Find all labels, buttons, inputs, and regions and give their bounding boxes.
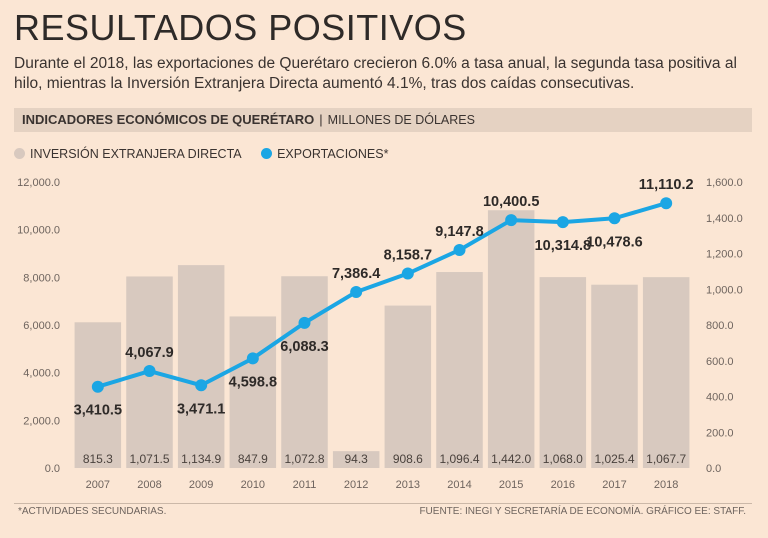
bar-ied-2015	[487, 210, 535, 468]
page-title: RESULTADOS POSITIVOS	[14, 7, 467, 48]
bar-ied-2016	[539, 277, 587, 468]
bar-ied-2014	[436, 272, 483, 468]
legend-label-ied: INVERSIÓN EXTRANJERA DIRECTA	[30, 146, 242, 161]
exportaciones-value-label: 10,400.5	[483, 194, 539, 210]
legend-item-exportaciones: EXPORTACIONES*	[261, 147, 388, 161]
y-left-tick-label: 0.0	[45, 463, 60, 475]
x-tick-label: 2010	[241, 479, 265, 491]
y-right-tick-label: 0.0	[706, 463, 721, 475]
x-tick-label: 2014	[447, 479, 471, 491]
exportaciones-value-label: 10,478.6	[586, 234, 642, 250]
x-tick-label: 2008	[137, 479, 161, 491]
chart-title-separator: |	[319, 112, 323, 127]
chart-header-bar: INDICADORES ECONÓMICOS DE QUERÉTARO | Mill…	[14, 108, 752, 132]
exportaciones-point-2008	[143, 365, 156, 378]
y-right-tick-label: 1,600.0	[706, 177, 743, 189]
subtitle: Durante el 2018, las exportaciones de Qu…	[14, 55, 737, 92]
y-right-tick-label: 600.0	[706, 356, 734, 368]
bar-value-label: 1,071.5	[129, 452, 169, 466]
exportaciones-value-label: 4,067.9	[125, 345, 173, 361]
y-right-tick-label: 400.0	[706, 392, 734, 404]
bar-ied-2009	[177, 265, 225, 468]
x-tick-label: 2011	[293, 479, 317, 491]
x-tick-label: 2013	[396, 479, 420, 491]
bar-ied-2017	[591, 284, 638, 468]
combo-chart: 0.0 2,000.0 4,000.0 6,000.0 8,000.0 10,000.0 1…	[17, 177, 743, 491]
y-right-tick-label: 1,200.0	[706, 249, 743, 261]
exportaciones-value-label: 4,598.8	[229, 374, 277, 390]
y-left-tick-label: 10,000.0	[17, 225, 60, 237]
y-right-tick-label: 1,000.0	[706, 284, 743, 296]
bar-value-label: 1,067.7	[646, 452, 686, 466]
x-tick-label: 2009	[189, 479, 213, 491]
exportaciones-line	[95, 201, 669, 389]
exportaciones-point-2016	[556, 216, 569, 229]
exportaciones-point-2013	[401, 267, 414, 280]
bar-value-label: 1,442.0	[491, 452, 531, 466]
exportaciones-point-2018	[660, 197, 673, 210]
bar-value-label: 94.3	[344, 452, 368, 466]
bar-value-label: 1,072.8	[284, 452, 324, 466]
chart-title: INDICADORES ECONÓMICOS DE QUERÉTARO	[22, 112, 315, 127]
bar-ied-2013	[384, 305, 432, 468]
exportaciones-point-2009	[195, 379, 208, 392]
bar-value-label: 1,068.0	[543, 452, 583, 466]
y-left-tick-label: 8,000.0	[23, 272, 60, 284]
legend-label-exportaciones: EXPORTACIONES*	[277, 146, 389, 161]
y-left-tick-label: 6,000.0	[23, 320, 60, 332]
x-tick-label: 2007	[86, 479, 110, 491]
exportaciones-point-2015	[505, 214, 518, 227]
bar-value-label: 1,096.4	[439, 452, 479, 466]
chart-legend: INVERSIÓN EXTRANJERA DIRECTA EXPORTACION…	[14, 146, 404, 161]
bar-ied-2012	[332, 451, 380, 468]
footer-divider	[14, 503, 752, 504]
exportaciones-point-2010	[246, 352, 259, 365]
legend-line-swatch	[261, 147, 273, 159]
x-tick-label: 2016	[551, 479, 575, 491]
legend-item-ied: INVERSIÓN EXTRANJERA DIRECTA	[14, 147, 242, 161]
exportaciones-point-2014	[453, 243, 466, 256]
y-right-tick-label: 1,400.0	[706, 213, 743, 225]
exportaciones-point-2011	[298, 316, 311, 329]
chart-unit: Millones de dólares	[327, 113, 475, 127]
x-tick-label: 2012	[344, 479, 368, 491]
exportaciones-value-label: 3,471.1	[177, 401, 225, 417]
x-tick-label: 2018	[654, 479, 678, 491]
exportaciones-point-2017	[608, 212, 621, 225]
exportaciones-value-label: 8,158.7	[384, 248, 432, 264]
y-left-tick-label: 2,000.0	[23, 415, 60, 427]
bar-value-label: 1,134.9	[181, 452, 221, 466]
footnote: *ACTIVIDADES SECUNDARIAS.	[18, 506, 167, 517]
bar-ied-2010	[229, 316, 277, 468]
bar-ied-2007	[74, 322, 122, 468]
bar-value-label: 1,025.4	[594, 452, 634, 466]
exportaciones-point-2012	[350, 285, 363, 298]
legend-bar-swatch	[14, 147, 25, 159]
bar-value-label: 847.9	[238, 452, 268, 466]
bar-ied-2018	[642, 277, 690, 468]
bar-ied-2011	[281, 276, 328, 468]
exportaciones-value-label: 3,410.5	[74, 403, 122, 419]
y-left-tick-label: 4,000.0	[23, 368, 60, 380]
exportaciones-value-label: 7,386.4	[332, 266, 380, 282]
y-right-tick-label: 200.0	[706, 427, 734, 439]
y-left-tick-label: 12,000.0	[17, 177, 60, 189]
exportaciones-value-label: 6,088.3	[280, 339, 328, 355]
exportaciones-value-label: 10,314.8	[535, 238, 591, 254]
exportaciones-point-2007	[91, 380, 104, 393]
exportaciones-value-label: 11,110.2	[639, 177, 694, 193]
x-tick-label: 2015	[499, 479, 523, 491]
bar-value-label: 815.3	[83, 452, 113, 466]
source-credit: FUENTE: INEGI Y SECRETARÍA DE ECONOMÍA. …	[419, 506, 746, 517]
exportaciones-value-label: 9,147.8	[435, 224, 483, 240]
y-right-tick-label: 800.0	[706, 320, 734, 332]
x-tick-label: 2017	[602, 479, 626, 491]
bar-value-label: 908.6	[393, 452, 423, 466]
